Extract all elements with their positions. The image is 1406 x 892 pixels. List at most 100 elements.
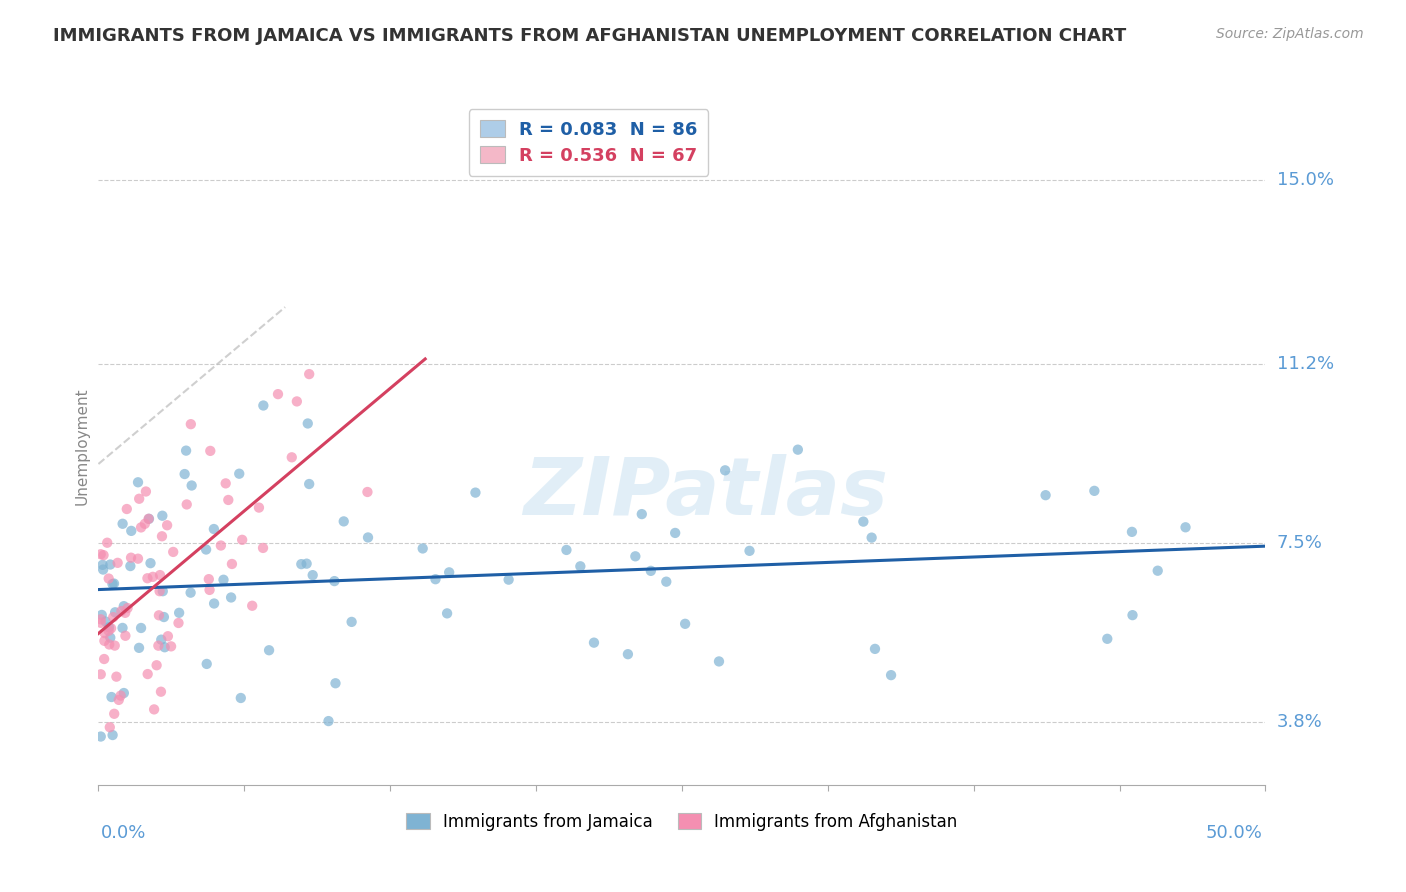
Point [215,476,238,491]
Point [298,477,321,491]
Point [852,515,875,529]
Point [98,631,121,645]
Point [103,706,125,721]
Point [114,629,136,643]
Point [617,647,640,661]
Point [176,498,198,512]
Point [318,714,340,728]
Point [290,557,312,571]
Text: Source: ZipAtlas.com: Source: ZipAtlas.com [1216,27,1364,41]
Point [640,564,662,578]
Text: 3.8%: 3.8% [1277,713,1322,731]
Point [129,520,152,534]
Point [167,615,190,630]
Point [880,668,903,682]
Point [104,639,127,653]
Point [148,639,170,653]
Point [569,559,592,574]
Point [150,529,173,543]
Point [257,643,280,657]
Point [714,463,737,477]
Point [136,667,159,681]
Text: 0.0%: 0.0% [101,824,146,842]
Point [100,690,122,704]
Point [298,367,321,381]
Point [195,657,218,671]
Point [134,516,156,531]
Point [100,621,122,635]
Point [120,559,142,574]
Point [437,566,460,580]
Point [167,606,190,620]
Point [202,522,225,536]
Point [149,568,172,582]
Point [97,572,120,586]
Text: IMMIGRANTS FROM JAMAICA VS IMMIGRANTS FROM AFGHANISTAN UNEMPLOYMENT CORRELATION : IMMIGRANTS FROM JAMAICA VS IMMIGRANTS FR… [53,27,1126,45]
Point [1146,564,1168,578]
Point [195,542,218,557]
Point [323,574,346,588]
Point [209,539,232,553]
Point [221,557,243,571]
Point [91,563,114,577]
Text: 50.0%: 50.0% [1206,824,1263,842]
Point [198,572,221,586]
Point [231,533,253,547]
Point [149,584,172,599]
Point [174,443,197,458]
Point [180,417,202,432]
Point [120,524,142,538]
Text: ZIPatlas: ZIPatlas [523,454,887,533]
Point [93,633,115,648]
Point [104,605,127,619]
Point [112,599,135,614]
Point [582,635,605,649]
Point [90,547,112,561]
Point [217,492,239,507]
Point [173,467,195,481]
Point [98,558,121,572]
Point [673,616,696,631]
Point [110,604,132,618]
Point [1083,483,1105,498]
Point [138,512,160,526]
Point [160,640,183,654]
Point [301,568,323,582]
Point [228,467,250,481]
Point [105,670,128,684]
Point [198,582,221,597]
Point [145,658,167,673]
Point [1174,520,1197,534]
Point [90,730,112,744]
Point [219,591,242,605]
Point [356,485,378,500]
Point [202,597,225,611]
Point [120,550,142,565]
Point [297,417,319,431]
Point [425,572,447,586]
Point [630,507,652,521]
Point [180,478,202,492]
Point [332,515,354,529]
Point [94,615,117,629]
Point [117,601,139,615]
Point [127,551,149,566]
Point [90,612,112,626]
Point [1121,524,1143,539]
Point [252,399,274,413]
Point [655,574,678,589]
Point [464,485,486,500]
Point [114,606,136,620]
Point [357,531,380,545]
Point [143,702,166,716]
Point [340,615,363,629]
Point [127,475,149,490]
Point [93,652,115,666]
Point [281,450,304,465]
Point [103,610,125,624]
Point [128,640,150,655]
Point [436,607,458,621]
Point [101,577,124,591]
Point [148,608,170,623]
Point [90,607,112,622]
